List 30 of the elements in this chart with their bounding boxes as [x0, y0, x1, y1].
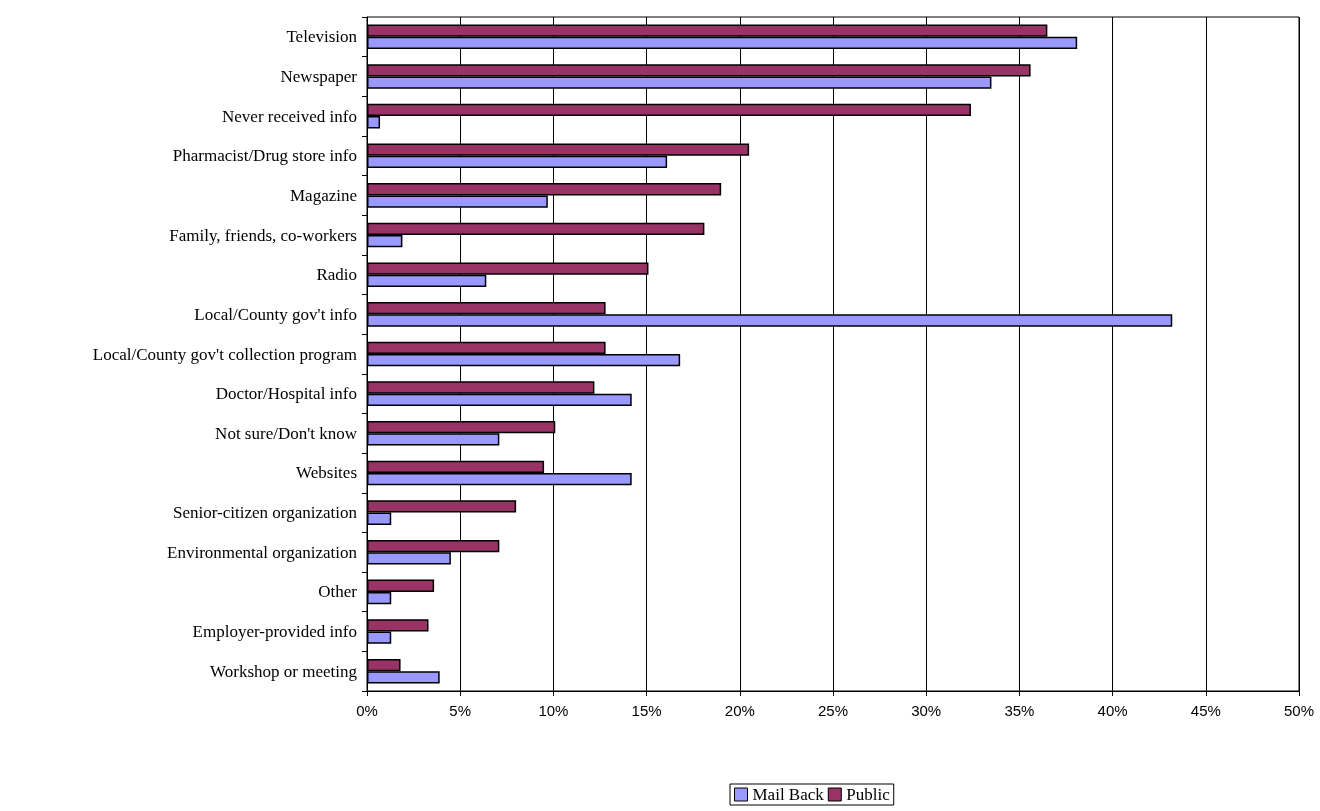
y-tick-label: Other [318, 582, 358, 602]
x-tick-label: 0% [356, 702, 378, 719]
x-tick-label: 5% [449, 702, 472, 719]
y-tick-label: Television [286, 27, 358, 47]
x-tick-label: 45% [1190, 702, 1221, 719]
y-tick-label: Family, friends, co-workers [169, 225, 357, 245]
y-tick-label: Not sure/Don't know [215, 423, 358, 443]
x-tick-label: 50% [1283, 702, 1315, 719]
y-tick-label: Pharmacist/Drug store info [172, 146, 357, 166]
x-tick-label: 40% [1097, 702, 1128, 719]
x-tick-label: 20% [724, 702, 755, 719]
y-tick-label: Employer-provided info [192, 622, 357, 642]
y-tick-label: Senior-citizen organization [173, 503, 358, 523]
legend-label: Mail Back [752, 785, 825, 804]
y-tick-label: Never received info [222, 106, 357, 126]
y-tick-label: Websites [296, 463, 357, 483]
x-tick-label: 30% [911, 702, 942, 719]
y-tick-label: Local/County gov't info [194, 304, 357, 324]
y-tick-label: Magazine [289, 185, 357, 205]
x-tick-label: 35% [1004, 702, 1035, 719]
y-tick-label: Workshop or meeting [210, 661, 358, 681]
y-tick-label: Radio [316, 265, 357, 285]
y-tick-label: Local/County gov't collection program [92, 344, 357, 364]
x-tick-label: 25% [817, 702, 849, 719]
y-tick-label: Environmental organization [167, 542, 358, 562]
y-tick-label: Newspaper [280, 66, 358, 86]
legend-label: Public [846, 785, 891, 804]
x-tick-label: 15% [631, 702, 662, 719]
y-tick-label: Doctor/Hospital info [215, 384, 357, 404]
x-tick-label: 10% [538, 702, 569, 719]
